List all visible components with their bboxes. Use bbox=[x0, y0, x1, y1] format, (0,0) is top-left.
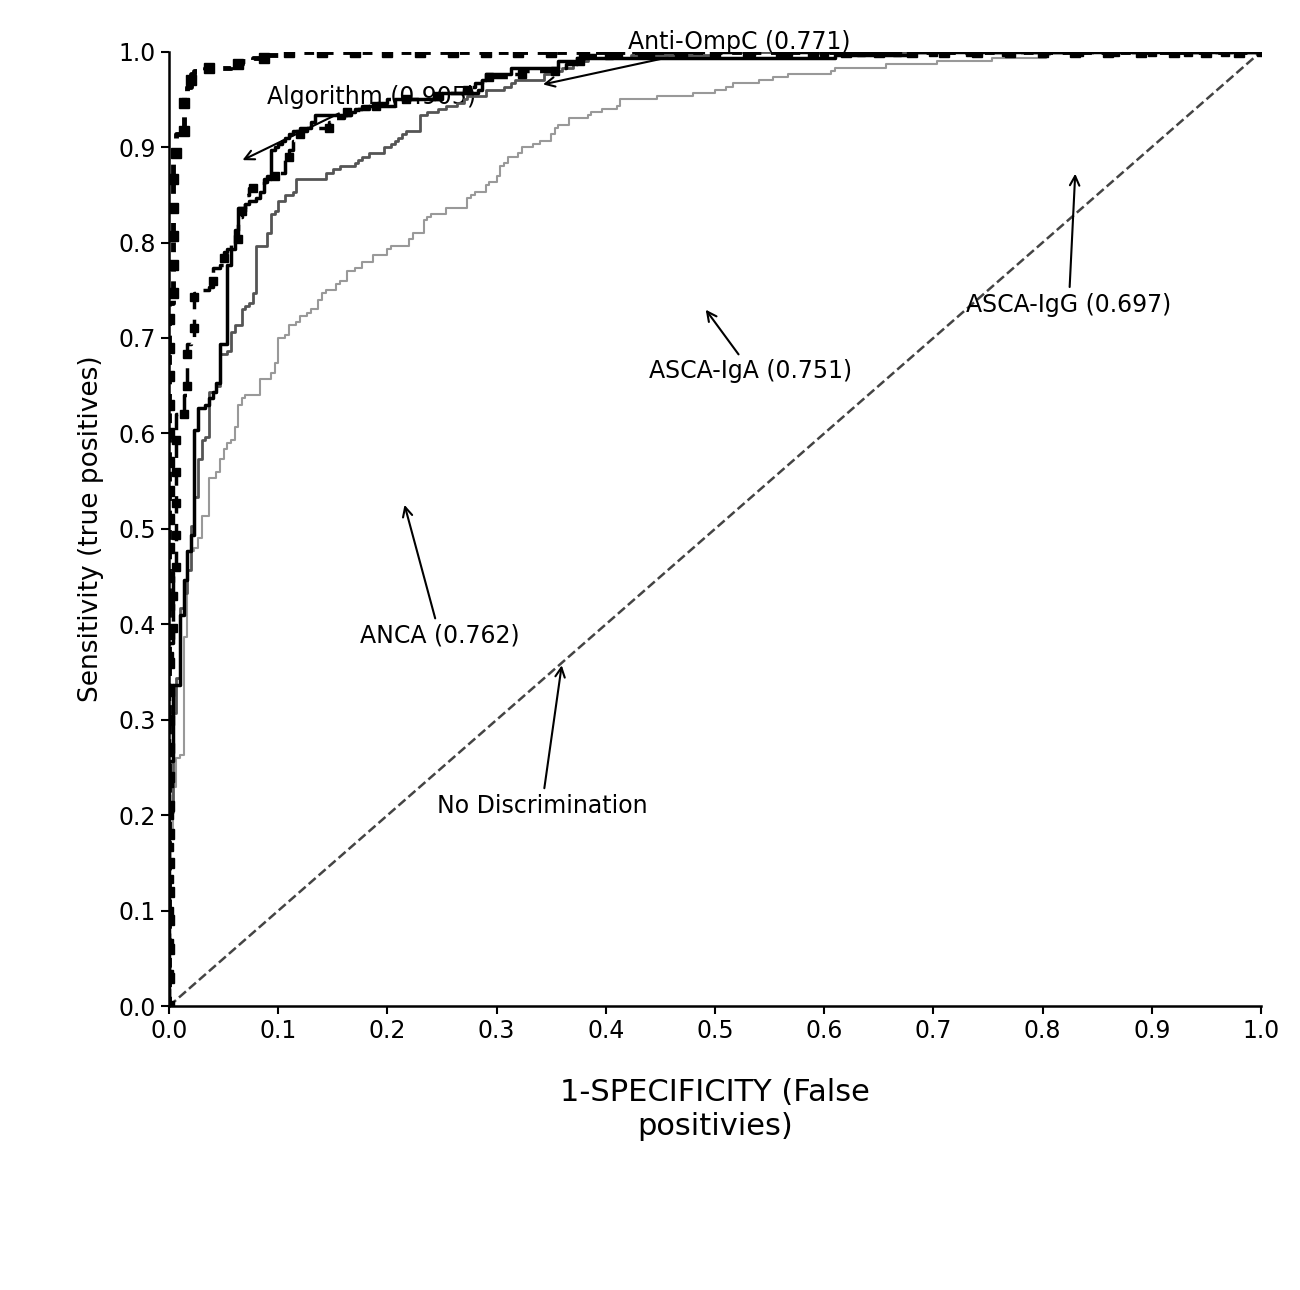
Text: Algorithm (0.905): Algorithm (0.905) bbox=[244, 85, 476, 159]
Text: ANCA (0.762): ANCA (0.762) bbox=[360, 507, 520, 648]
Text: ASCA-IgG (0.697): ASCA-IgG (0.697) bbox=[966, 175, 1171, 316]
X-axis label: 1-SPECIFICITY (False
positivies): 1-SPECIFICITY (False positivies) bbox=[560, 1078, 870, 1140]
Text: No Discrimination: No Discrimination bbox=[437, 668, 647, 818]
Text: ASCA-IgA (0.751): ASCA-IgA (0.751) bbox=[650, 312, 853, 383]
Text: Anti-OmpC (0.771): Anti-OmpC (0.771) bbox=[545, 30, 850, 86]
Y-axis label: Sensitivity (true positives): Sensitivity (true positives) bbox=[78, 356, 104, 702]
